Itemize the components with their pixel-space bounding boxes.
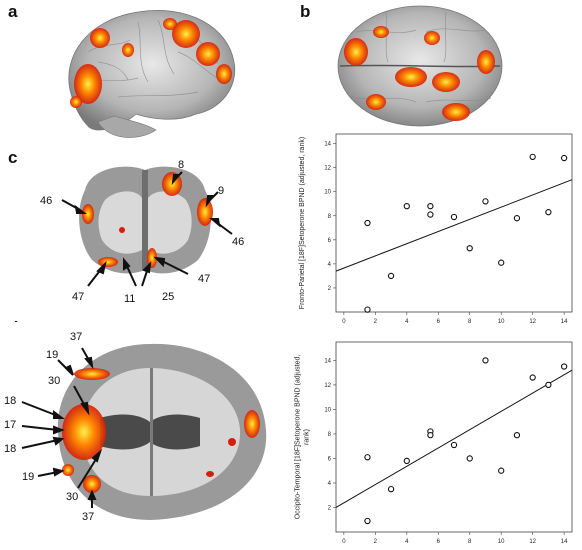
data-point (498, 259, 505, 266)
data-point (450, 213, 458, 221)
axial-label-37-top: 37 (70, 331, 82, 343)
data-point (466, 455, 473, 462)
y-tick-label: 8 (328, 214, 332, 220)
axial-label-37-bottom: 37 (82, 511, 94, 523)
x-tick-label: 2 (374, 539, 378, 545)
data-point (482, 357, 489, 364)
x-tick-label: 2 (374, 319, 378, 325)
data-point (427, 203, 434, 210)
data-point (466, 245, 473, 252)
y-tick-label: 14 (324, 358, 331, 364)
data-point (560, 154, 568, 162)
coronal-label-9: 9 (218, 185, 224, 197)
y-tick-label: 2 (328, 286, 332, 292)
axial-slice: 37 19 30 18 17 18 19 30 37 (0, 322, 280, 544)
coronal-label-46-left: 46 (40, 195, 52, 207)
coronal-label-8: 8 (178, 159, 184, 171)
coronal-label-25: 25 (162, 291, 174, 303)
y-tick-label: 4 (328, 481, 332, 487)
x-tick-label: 4 (405, 319, 409, 325)
x-tick-label: 0 (342, 539, 346, 545)
fronto-parietal-scatter: 0 2 4 6 8 10 12 14 2 4 6 8 10 12 14 Fronto-Parietal [18… (299, 133, 573, 325)
data-point (545, 381, 552, 389)
regression-line (335, 179, 573, 272)
axial-label-30-top: 30 (48, 375, 60, 387)
data-point (513, 215, 521, 222)
data-point (364, 306, 371, 313)
y-tick-label: 6 (328, 456, 332, 462)
y-tick-label: 14 (324, 142, 331, 148)
data-point (387, 485, 395, 493)
data-point (403, 457, 410, 465)
y-axis-label-line: Fronto-Parietal [18F]Setoperone BPND (ad… (299, 137, 306, 309)
x-tick-label: 8 (468, 539, 472, 545)
data-point (545, 209, 552, 216)
data-point (403, 203, 410, 210)
data-point (529, 374, 536, 381)
axial-label-30-bottom: 30 (66, 491, 78, 503)
x-tick-label: 6 (437, 319, 441, 325)
data-point (427, 432, 434, 439)
y-tick-label: 12 (324, 383, 331, 389)
x-tick-label: 14 (561, 319, 568, 325)
panel-label-b: b (300, 2, 311, 21)
y-tick-label: 8 (328, 432, 332, 438)
data-point (560, 363, 568, 370)
data-point (450, 441, 458, 449)
y-tick-label: 2 (328, 505, 332, 511)
y-tick-label: 10 (324, 190, 331, 196)
y-axis-label: Fronto-Parietal [18F]Setoperone BPND (ad… (299, 137, 306, 309)
x-tick-label: 10 (498, 539, 505, 545)
y-axis-label: Occipito-Temporal [18F]Setoperone BPND (… (295, 355, 311, 520)
data-point (513, 432, 521, 439)
axial-label-17: 17 (4, 419, 16, 431)
y-tick-label: 12 (324, 166, 331, 172)
lateral-brain-render (68, 10, 236, 138)
y-tick-label: 4 (328, 262, 332, 268)
coronal-label-47-left: 47 (72, 291, 84, 303)
data-point (427, 211, 434, 218)
dorsal-brain-render (337, 5, 503, 127)
occipito-temporal-scatter: 0 2 4 6 8 10 12 14 2 4 6 8 10 12 14 Occipito-Temporal [… (295, 341, 573, 545)
coronal-label-47-right: 47 (198, 273, 210, 285)
plot-frame (335, 341, 573, 533)
coronal-label-11: 11 (124, 293, 135, 305)
x-tick-label: 14 (561, 539, 568, 545)
y-tick-label: 10 (324, 407, 331, 413)
x-tick-label: 0 (342, 319, 346, 325)
data-point (364, 219, 371, 227)
data-point (498, 467, 505, 474)
data-point (482, 198, 489, 205)
coronal-label-46-right: 46 (232, 236, 244, 248)
axial-label-19-top: 19 (46, 349, 58, 361)
y-axis-label-line: Occipito-Temporal [18F]Setoperone BPND (… (295, 355, 302, 520)
panel-label-a: a (8, 2, 18, 21)
x-tick-label: 12 (529, 539, 536, 545)
data-point (364, 454, 371, 461)
x-tick-label: 12 (529, 319, 536, 325)
data-point (387, 272, 395, 280)
regression-line (335, 369, 573, 508)
x-tick-label: 4 (405, 539, 409, 545)
x-tick-label: 10 (498, 319, 505, 325)
x-tick-label: 8 (468, 319, 472, 325)
x-tick-label: 6 (437, 539, 441, 545)
axial-label-19-bottom: 19 (22, 471, 34, 483)
coronal-slice: 8 9 46 46 47 11 25 47 (30, 150, 260, 318)
y-axis-label-line: rank) (304, 429, 311, 445)
data-point (529, 153, 536, 161)
panel-label-c: c (8, 148, 18, 167)
y-tick-label: 6 (328, 238, 332, 244)
axial-label-18-bottom: 18 (4, 443, 16, 455)
axial-label-18-top: 18 (4, 395, 16, 407)
data-point (364, 517, 371, 525)
plot-frame (335, 133, 573, 313)
